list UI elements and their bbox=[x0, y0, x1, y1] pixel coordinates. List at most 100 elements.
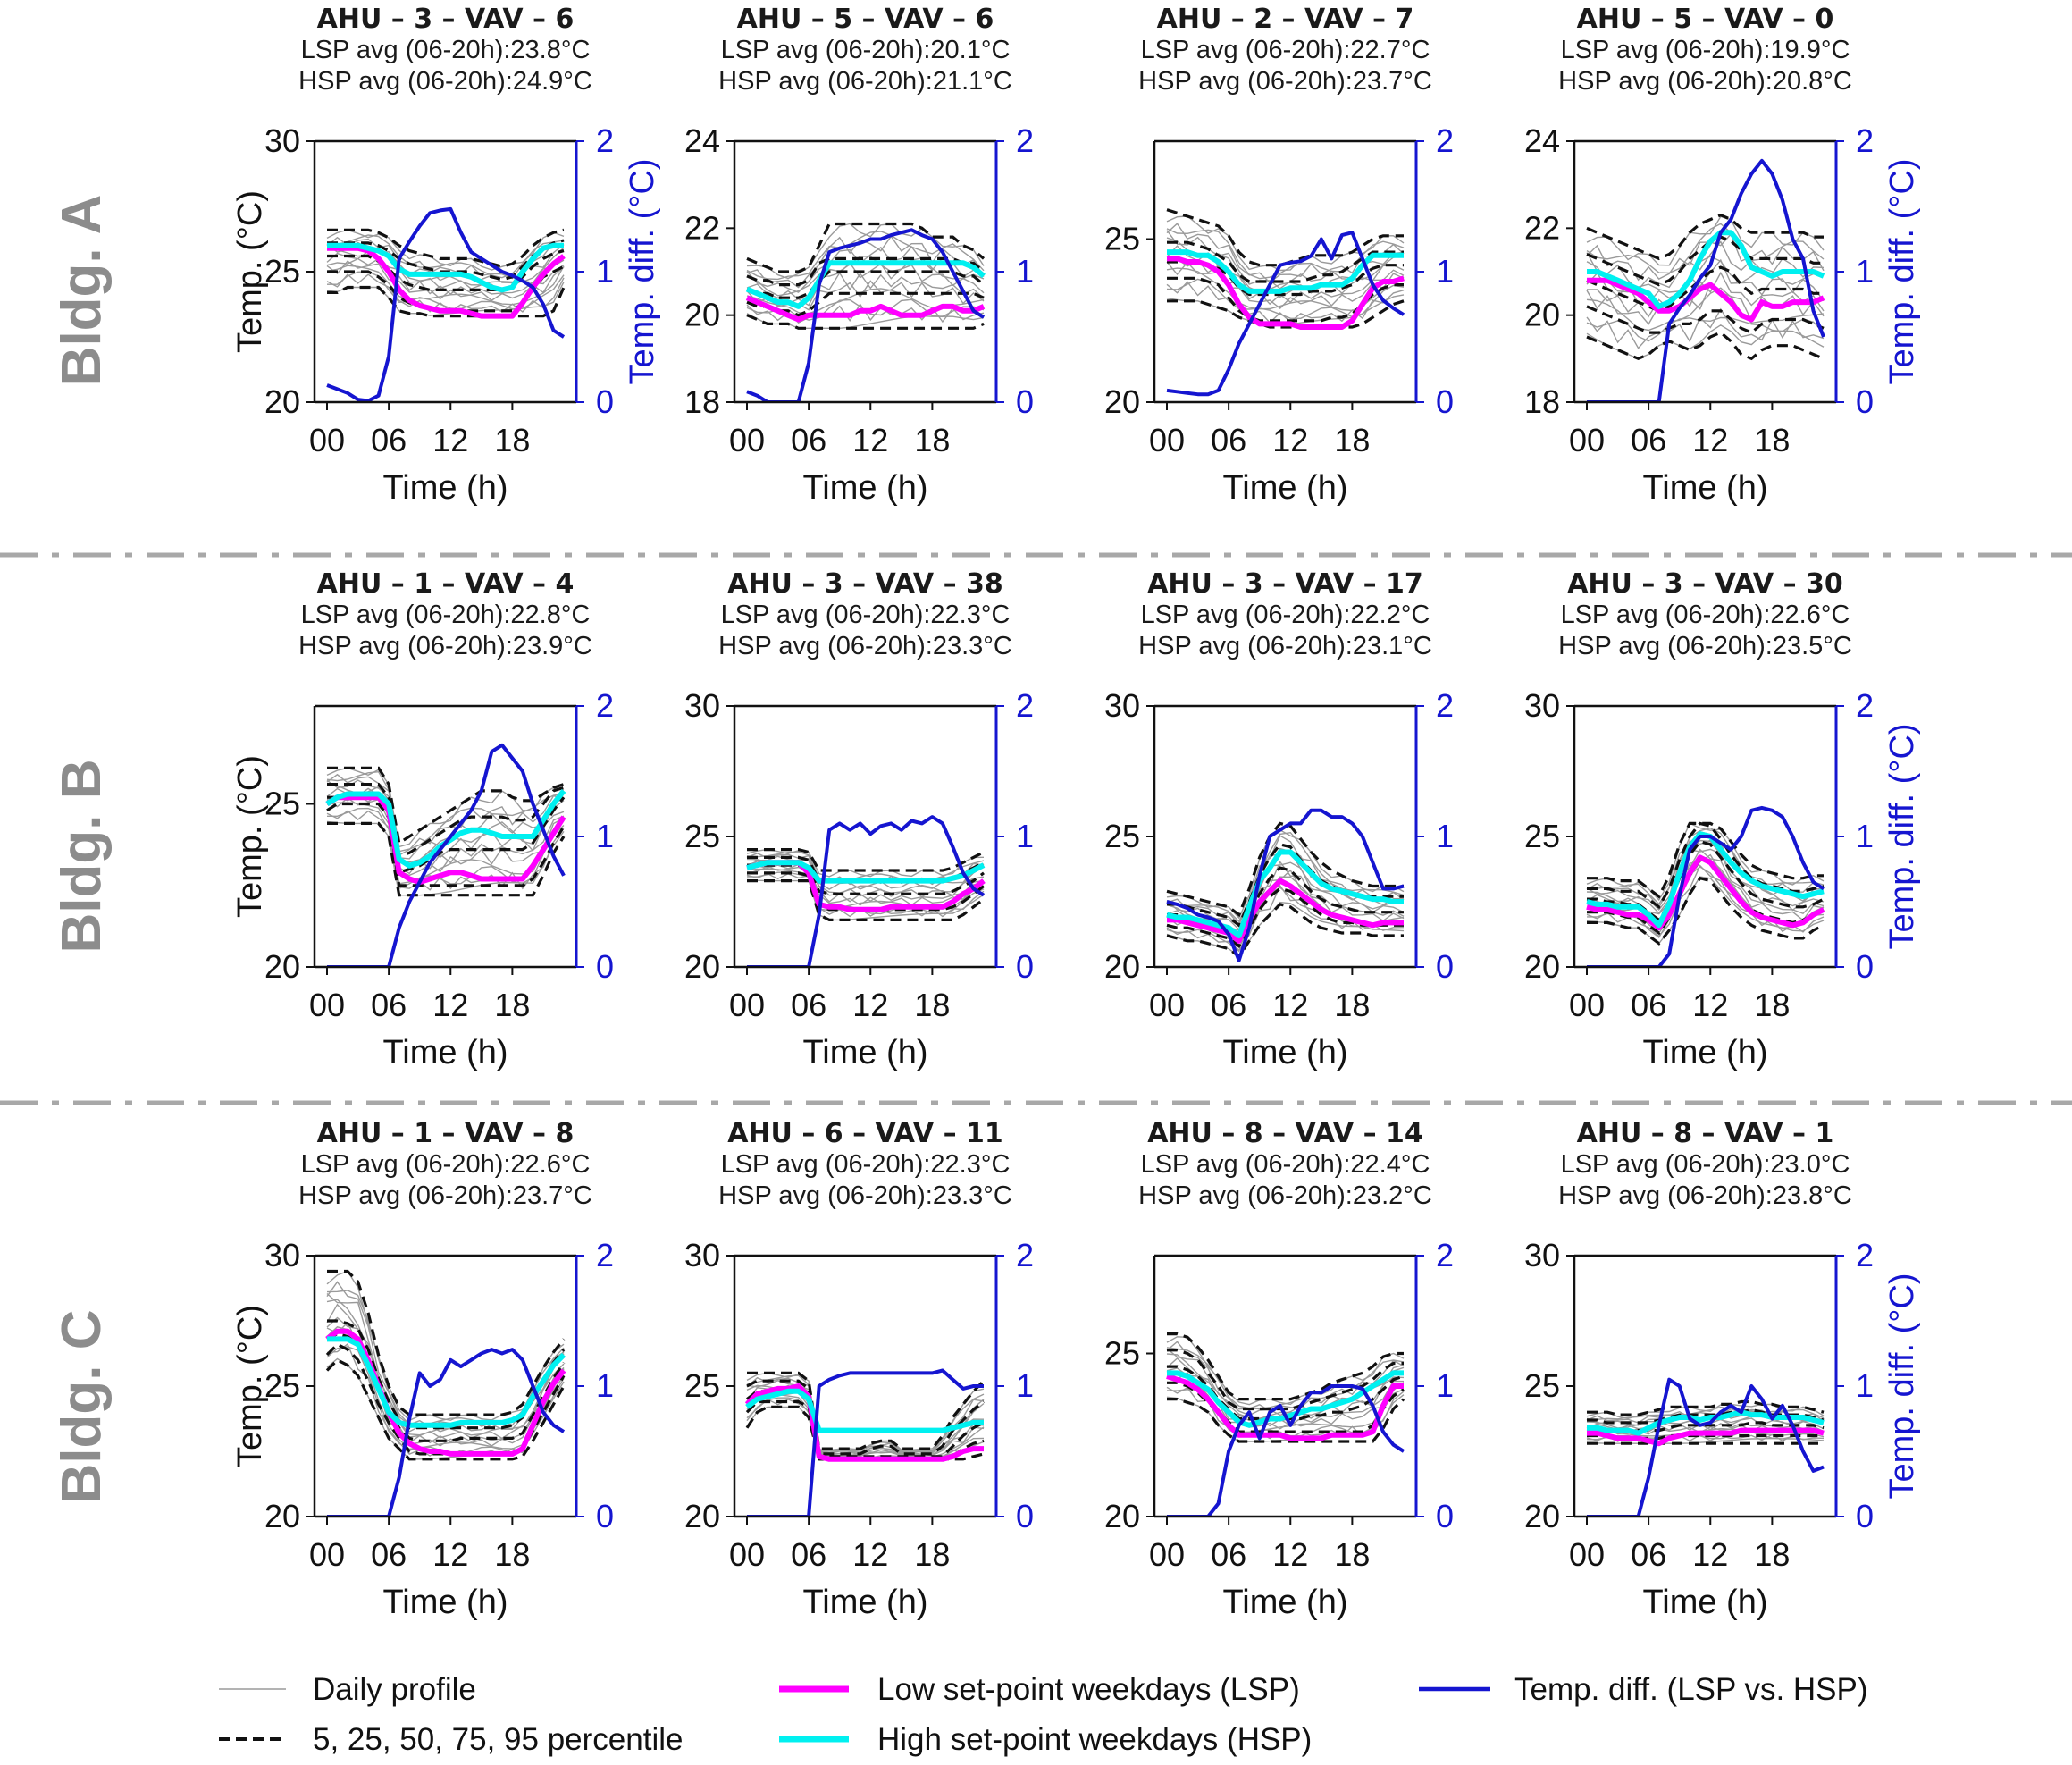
x-tick-label: 12 bbox=[852, 1536, 888, 1573]
daily-profile-line bbox=[746, 256, 985, 297]
hsp-series-line bbox=[745, 260, 986, 309]
percentile-line bbox=[1587, 1408, 1825, 1425]
panel-hsp-avg: HSP avg (06-20h):20.8°C bbox=[1558, 67, 1852, 96]
x-tick-label: 00 bbox=[1569, 422, 1605, 458]
panel-title: AHU – 6 – VAV – 11 bbox=[727, 1118, 1003, 1149]
lsp-series-line bbox=[1587, 277, 1825, 323]
daily-profile-line bbox=[1586, 232, 1825, 282]
y-right-tick-label: 0 bbox=[1016, 948, 1034, 985]
y-tick-label: 25 bbox=[1524, 818, 1560, 854]
percentile-line bbox=[1587, 821, 1824, 899]
x-tick-label: 18 bbox=[1754, 1536, 1790, 1573]
percentile-line bbox=[327, 1319, 566, 1430]
x-tick-label: 06 bbox=[791, 987, 826, 1023]
x-tick-label: 00 bbox=[729, 422, 765, 458]
percentile-line bbox=[1166, 903, 1404, 959]
y-tick-label: 25 bbox=[1104, 1335, 1140, 1372]
y-right-tick-label: 2 bbox=[1016, 1237, 1034, 1273]
panel-title: AHU – 2 – VAV – 7 bbox=[1157, 4, 1414, 35]
temp-diff-series-line bbox=[1587, 805, 1825, 967]
daily-profile-line bbox=[326, 1299, 565, 1436]
daily-profile-line bbox=[1586, 324, 1825, 360]
x-tick-label: 18 bbox=[1754, 422, 1790, 458]
panel-lsp-avg: LSP avg (06-20h):22.6°C bbox=[301, 1150, 591, 1179]
daily-profile-line bbox=[1166, 215, 1405, 272]
x-tick-label: 06 bbox=[1631, 422, 1666, 458]
percentile-line bbox=[1167, 1381, 1405, 1433]
daily-profile-line bbox=[746, 1376, 985, 1453]
y-tick-label: 20 bbox=[264, 1498, 300, 1534]
y-tick-label: 30 bbox=[684, 1237, 720, 1273]
y-right-tick-label: 1 bbox=[1436, 818, 1454, 854]
temp-diff-series-line bbox=[327, 743, 566, 967]
daily-profile-line bbox=[1586, 215, 1825, 266]
percentile-line bbox=[1167, 276, 1404, 323]
x-tick-label: 18 bbox=[914, 987, 950, 1023]
x-axis-label: Time (h) bbox=[382, 1584, 508, 1621]
legend-hsp-label: High set-point weekdays (HSP) bbox=[877, 1722, 1312, 1757]
percentile-line bbox=[1586, 265, 1824, 313]
x-axis-label: Time (h) bbox=[802, 1584, 927, 1621]
hsp-series-line bbox=[327, 242, 564, 293]
percentile-line bbox=[326, 802, 566, 887]
row-separators bbox=[0, 552, 2072, 1105]
y-axis-label: Temp. (°C) bbox=[231, 755, 269, 918]
y-tick-label: 18 bbox=[1524, 383, 1560, 420]
panel-title: AHU – 8 – VAV – 14 bbox=[1147, 1118, 1423, 1149]
temp-diff-series-line bbox=[747, 815, 986, 967]
y-tick-label: 20 bbox=[684, 1498, 720, 1534]
plot-area bbox=[746, 815, 986, 967]
y-tick-label: 20 bbox=[264, 383, 300, 420]
temp-diff-series-line bbox=[747, 1368, 984, 1517]
daily-profile-line bbox=[326, 794, 565, 875]
x-axis-label: Time (h) bbox=[1642, 469, 1767, 507]
y-right-tick-label: 0 bbox=[1856, 383, 1874, 420]
daily-profile-line bbox=[746, 873, 985, 918]
lsp-series-line bbox=[1586, 854, 1825, 931]
x-tick-label: 06 bbox=[1211, 1536, 1246, 1573]
percentile-line bbox=[327, 228, 565, 268]
y-right-axis-label: Temp. diff. (°C) bbox=[624, 158, 661, 384]
y-right-tick-label: 0 bbox=[596, 383, 614, 420]
lsp-series-line bbox=[745, 295, 986, 323]
plot-area bbox=[745, 222, 986, 402]
daily-profile-line bbox=[326, 1292, 565, 1433]
legend-percentile-label: 5, 25, 50, 75, 95 percentile bbox=[313, 1722, 683, 1757]
x-tick-label: 06 bbox=[371, 422, 407, 458]
daily-profile-line bbox=[326, 810, 565, 891]
x-tick-label: 06 bbox=[791, 1536, 826, 1573]
y-right-tick-label: 1 bbox=[1856, 818, 1874, 854]
temp-diff-series-line bbox=[1166, 808, 1405, 962]
lsp-series-line bbox=[744, 1383, 984, 1462]
temp-diff-series-line bbox=[326, 206, 566, 402]
daily-profile-line bbox=[326, 767, 565, 848]
percentile-line bbox=[1587, 1399, 1825, 1416]
y-tick-label: 30 bbox=[1104, 687, 1140, 724]
panel-lsp-avg: LSP avg (06-20h):20.1°C bbox=[721, 36, 1011, 64]
panel-hsp-avg: HSP avg (06-20h):23.5°C bbox=[1558, 632, 1852, 660]
x-tick-label: 12 bbox=[1272, 1536, 1308, 1573]
legend: Daily profile 5, 25, 50, 75, 95 percenti… bbox=[219, 1672, 1868, 1757]
x-tick-label: 12 bbox=[1272, 987, 1308, 1023]
daily-profile-line bbox=[746, 863, 985, 903]
x-tick-label: 18 bbox=[1334, 422, 1370, 458]
y-tick-label: 20 bbox=[684, 948, 720, 985]
y-right-tick-label: 2 bbox=[1436, 122, 1454, 159]
x-tick-label: 00 bbox=[729, 987, 765, 1023]
panel-lsp-avg: LSP avg (06-20h):22.7°C bbox=[1141, 36, 1430, 64]
y-right-axis-label: Temp. diff. (°C) bbox=[1883, 723, 1921, 949]
panel-hsp-avg: HSP avg (06-20h):23.7°C bbox=[1138, 67, 1432, 96]
x-tick-label: 06 bbox=[371, 1536, 407, 1573]
percentile-line bbox=[327, 821, 566, 897]
x-tick-label: 00 bbox=[1569, 987, 1605, 1023]
temp-diff-series-line bbox=[1167, 1384, 1405, 1517]
daily-profile-line bbox=[1586, 839, 1825, 914]
percentile-line bbox=[747, 1371, 986, 1450]
y-right-tick-label: 1 bbox=[1436, 253, 1454, 290]
percentile-line bbox=[1167, 842, 1404, 928]
lsp-series-line bbox=[1167, 256, 1405, 330]
